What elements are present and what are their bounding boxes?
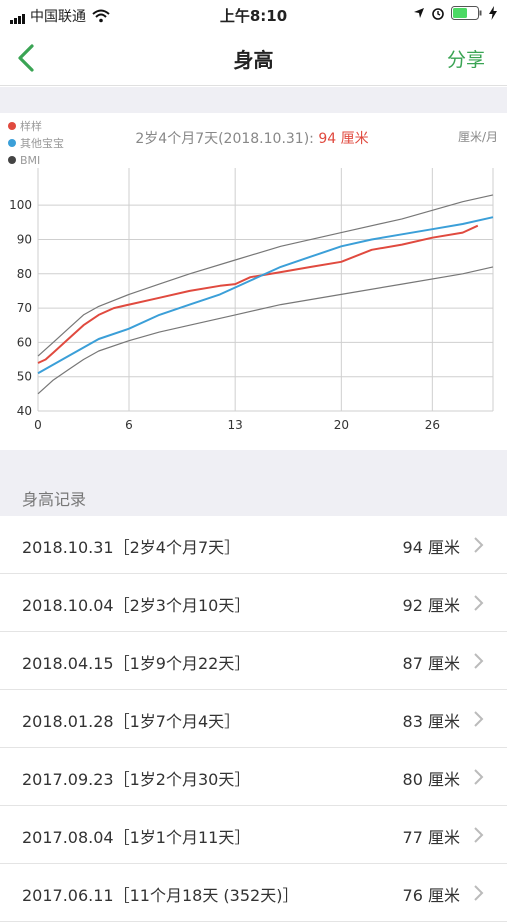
chevron-right-icon <box>474 769 484 785</box>
back-chevron-icon[interactable] <box>10 40 46 76</box>
record-date: 2018.04.15［1岁9个月22天］ <box>22 654 251 673</box>
record-date: 2017.08.04［1岁1个月11天］ <box>22 828 251 847</box>
y-tick-label: 40 <box>17 404 32 418</box>
status-time: 上午8:10 <box>219 7 288 25</box>
chart-svg: 样样 其他宝宝 BMI 2岁4个月7天(2018.10.31): 94 厘米 厘… <box>8 119 498 432</box>
summary-value: 94 厘米 <box>318 131 368 147</box>
charging-icon <box>489 6 497 20</box>
unit-label: 厘米/月 <box>458 130 498 144</box>
record-value: 80 厘米 <box>402 770 460 789</box>
spacer-middle <box>0 450 507 478</box>
growth-chart[interactable]: 样样 其他宝宝 BMI 2岁4个月7天(2018.10.31): 94 厘米 厘… <box>0 113 507 450</box>
wifi-icon <box>92 9 110 23</box>
spacer-top <box>0 87 507 113</box>
y-tick-label: 80 <box>17 267 32 281</box>
series-line-yangyang <box>37 224 479 364</box>
record-value: 94 厘米 <box>402 538 460 557</box>
chevron-right-icon <box>474 711 484 727</box>
battery-icon <box>451 6 482 20</box>
record-row[interactable]: 2017.09.23［1岁2个月30天］ 80 厘米 <box>0 748 507 806</box>
y-tick-label: 60 <box>17 335 32 349</box>
chevron-right-icon <box>474 537 484 553</box>
legend-label-bmi: BMI <box>20 154 40 167</box>
chart-summary: 2岁4个月7天(2018.10.31): 94 厘米 <box>135 131 368 147</box>
record-row[interactable]: 2017.06.11［11个月18天 (352天)］ 76 厘米 <box>0 864 507 922</box>
record-row[interactable]: 2018.10.04［2岁3个月10天］ 92 厘米 <box>0 574 507 632</box>
x-tick-label: 13 <box>228 418 243 432</box>
y-tick-label: 100 <box>9 198 32 212</box>
carrier-label: 中国联通 <box>30 9 86 25</box>
record-value: 76 厘米 <box>402 886 460 905</box>
records-list: 2018.10.31［2岁4个月7天］ 94 厘米 2018.10.04［2岁3个月… <box>0 516 507 922</box>
series-line-other <box>37 216 494 375</box>
nav-bar: 身高 分享 <box>0 30 507 86</box>
chevron-right-icon <box>474 827 484 843</box>
y-tick-label: 70 <box>17 301 32 315</box>
record-value: 83 厘米 <box>402 712 460 731</box>
chevron-right-icon <box>474 885 484 901</box>
record-value: 92 厘米 <box>402 596 460 615</box>
records-section-title: 身高记录 <box>22 490 87 509</box>
status-right <box>413 6 497 20</box>
legend-dot-yangyang <box>8 122 16 130</box>
status-bar: 中国联通 上午8:10 <box>0 0 507 30</box>
record-row[interactable]: 2018.01.28［1岁7个月4天］ 83 厘米 <box>0 690 507 748</box>
record-value: 87 厘米 <box>402 654 460 673</box>
legend-dot-other <box>8 139 16 147</box>
x-tick-label: 6 <box>125 418 133 432</box>
record-date: 2017.09.23［1岁2个月30天］ <box>22 770 251 789</box>
location-icon <box>414 8 424 18</box>
chevron-right-icon <box>474 653 484 669</box>
status-left: 中国联通 <box>10 6 110 26</box>
legend-label-yangyang: 样样 <box>20 119 42 133</box>
x-tick-label: 20 <box>334 418 349 432</box>
alarm-icon <box>432 8 444 20</box>
x-tick-label: 26 <box>425 418 440 432</box>
record-date: 2017.06.11［11个月18天 (352天)］ <box>22 886 299 905</box>
record-row[interactable]: 2018.04.15［1岁9个月22天］ 87 厘米 <box>0 632 507 690</box>
record-date: 2018.10.31［2岁4个月7天］ <box>22 538 241 557</box>
record-date: 2018.01.28［1岁7个月4天］ <box>22 712 241 731</box>
x-tick-label: 0 <box>34 418 42 432</box>
series-line-upper <box>37 194 494 357</box>
chevron-right-icon <box>474 595 484 611</box>
record-row[interactable]: 2017.08.04［1岁1个月11天］ 77 厘米 <box>0 806 507 864</box>
series-line-lower <box>37 266 494 395</box>
record-date: 2018.10.04［2岁3个月10天］ <box>22 596 251 615</box>
signal-icon <box>10 8 26 24</box>
record-row[interactable]: 2018.10.31［2岁4个月7天］ 94 厘米 <box>0 516 507 574</box>
page-title: 身高 <box>233 48 274 72</box>
legend-dot-bmi <box>8 156 16 164</box>
records-section-header: 身高记录 <box>0 478 507 516</box>
y-tick-label: 90 <box>17 232 32 246</box>
summary-prefix: 2岁4个月7天(2018.10.31): <box>135 131 318 147</box>
legend-label-other: 其他宝宝 <box>20 136 64 150</box>
record-value: 77 厘米 <box>402 828 460 847</box>
y-tick-label: 50 <box>17 370 32 384</box>
share-button[interactable]: 分享 <box>446 49 485 71</box>
